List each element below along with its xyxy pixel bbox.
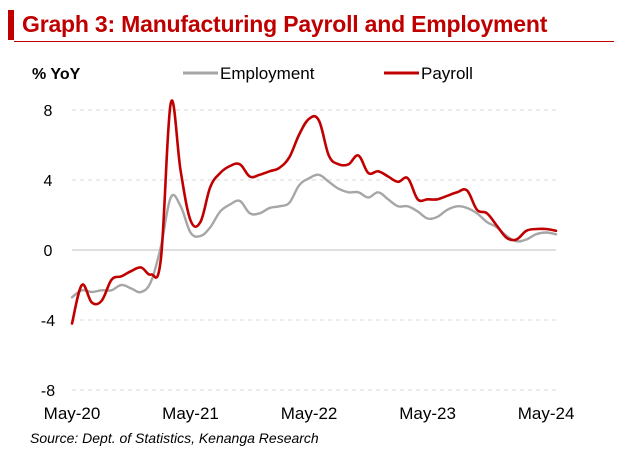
chart-title-bar: Graph 3: Manufacturing Payroll and Emplo… bbox=[8, 8, 614, 42]
y-tick-label: 4 bbox=[44, 173, 53, 190]
legend-label-employment: Employment bbox=[220, 64, 315, 83]
chart-source: Source: Dept. of Statistics, Kenanga Res… bbox=[30, 430, 319, 446]
series-line-payroll bbox=[70, 99, 558, 325]
x-tick-label: May-20 bbox=[44, 404, 101, 423]
y-tick-label: -4 bbox=[41, 313, 55, 330]
y-axis-label: % YoY bbox=[32, 66, 81, 83]
y-tick-label: 0 bbox=[44, 243, 53, 260]
x-tick-label: May-24 bbox=[518, 404, 575, 423]
chart-title: Graph 3: Manufacturing Payroll and Emplo… bbox=[22, 11, 548, 37]
series-line-employment bbox=[70, 173, 558, 299]
legend-label-payroll: Payroll bbox=[421, 64, 473, 83]
y-tick-label: 8 bbox=[44, 103, 53, 120]
y-tick-label: -8 bbox=[41, 383, 55, 400]
title-underline bbox=[14, 41, 614, 42]
x-tick-label: May-22 bbox=[281, 404, 338, 423]
x-tick-label: May-21 bbox=[162, 404, 219, 423]
x-tick-label: May-23 bbox=[399, 404, 456, 423]
title-accent-bar bbox=[8, 10, 14, 40]
